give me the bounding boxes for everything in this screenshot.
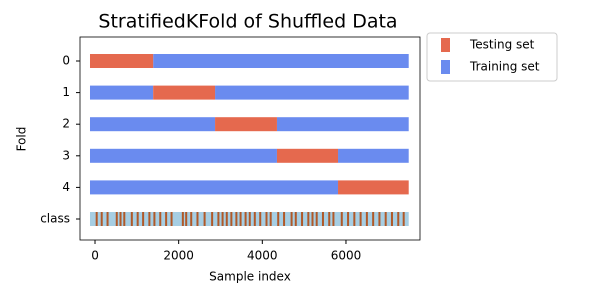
train-segment <box>89 180 339 195</box>
train-segment <box>89 117 216 132</box>
class-stripe <box>340 212 343 226</box>
legend-swatch <box>441 60 450 74</box>
class-stripe <box>130 212 133 226</box>
class-stripe <box>311 212 314 226</box>
x-axis-label: Sample index <box>209 270 291 284</box>
class-stripe <box>332 212 335 226</box>
class-stripe <box>181 212 184 226</box>
class-stripe <box>165 212 168 226</box>
x-tick-label: 2000 <box>163 249 194 263</box>
class-stripe <box>359 212 362 226</box>
class-stripe <box>372 212 375 226</box>
class-stripe <box>378 212 381 226</box>
test-segment <box>338 180 409 195</box>
class-stripe <box>221 212 224 226</box>
train-segment <box>89 148 277 163</box>
train-segment <box>276 117 409 132</box>
class-stripe <box>277 212 280 226</box>
class-stripe <box>235 212 238 226</box>
legend-label: Testing set <box>469 38 535 52</box>
class-stripe <box>307 212 310 226</box>
y-axis-label: Fold <box>15 127 29 152</box>
legend-swatch <box>441 38 450 52</box>
legend-label: Training set <box>469 60 540 74</box>
test-segment <box>89 54 154 68</box>
class-stripe <box>225 212 228 226</box>
legend-frame <box>426 32 558 82</box>
x-tick-label: 0 <box>91 249 99 263</box>
class-stripe <box>402 212 405 226</box>
test-segment <box>153 85 216 100</box>
class-stripe <box>153 212 156 226</box>
test-segment <box>215 117 277 132</box>
class-stripe <box>321 212 324 226</box>
class-stripe <box>100 212 103 226</box>
train-segment <box>338 148 409 163</box>
y-tick-label: 1 <box>62 85 70 99</box>
class-stripe <box>170 212 173 226</box>
class-stripe <box>239 212 242 226</box>
class-stripe <box>390 212 393 226</box>
y-tick-label: class <box>40 212 70 226</box>
class-stripe <box>142 212 145 226</box>
class-stripe <box>148 212 151 226</box>
class-stripe <box>106 212 109 226</box>
class-stripe <box>397 212 400 226</box>
class-stripe <box>159 212 162 226</box>
class-stripe <box>190 212 193 226</box>
class-stripe <box>196 212 199 226</box>
class-stripe <box>230 212 233 226</box>
class-stripe <box>185 212 188 226</box>
class-stripe <box>269 212 272 226</box>
class-stripe <box>119 212 122 226</box>
class-stripe <box>253 212 256 226</box>
axes-frame <box>79 36 421 241</box>
class-stripe <box>244 212 247 226</box>
train-segment <box>215 85 409 100</box>
class-stripe <box>211 212 214 226</box>
class-stripe <box>384 212 387 226</box>
class-stripe <box>347 212 350 226</box>
class-stripe <box>259 212 262 226</box>
class-stripe <box>136 212 139 226</box>
chart-title: StratifiedKFold of Shuffled Data <box>98 11 397 33</box>
class-stripe <box>115 212 118 226</box>
test-segment <box>276 148 339 163</box>
x-tick-label: 4000 <box>247 249 278 263</box>
class-stripe <box>315 212 318 226</box>
class-stripe <box>123 212 126 226</box>
y-tick-label: 3 <box>62 148 70 162</box>
x-tick-label: 6000 <box>331 249 362 263</box>
class-stripe <box>203 212 206 226</box>
class-stripe <box>283 212 286 226</box>
class-stripe <box>265 212 268 226</box>
class-stripe <box>365 212 368 226</box>
class-stripe <box>328 212 331 226</box>
y-tick-label: 0 <box>62 54 70 68</box>
class-stripe <box>353 212 356 226</box>
class-stripe <box>248 212 251 226</box>
y-tick-label: 2 <box>62 117 70 131</box>
class-stripe <box>95 212 98 226</box>
class-stripe <box>301 212 304 226</box>
y-tick-label: 4 <box>62 180 70 194</box>
class-stripe <box>217 212 220 226</box>
class-stripe <box>294 212 297 226</box>
class-stripe <box>290 212 293 226</box>
train-segment <box>153 54 409 68</box>
train-segment <box>89 85 154 100</box>
